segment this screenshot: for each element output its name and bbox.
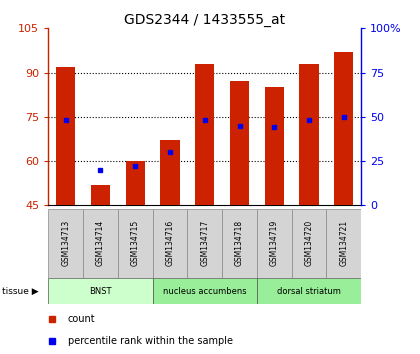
Bar <box>83 209 118 278</box>
Text: GSM134719: GSM134719 <box>270 220 279 267</box>
Text: GSM134717: GSM134717 <box>200 220 209 267</box>
Text: GSM134721: GSM134721 <box>339 220 348 267</box>
Bar <box>291 209 326 278</box>
Bar <box>299 64 319 205</box>
Text: BNST: BNST <box>89 287 112 296</box>
Bar <box>48 278 152 304</box>
Bar <box>257 278 361 304</box>
Bar <box>326 209 361 278</box>
Bar <box>152 278 257 304</box>
Text: nucleus accumbens: nucleus accumbens <box>163 287 247 296</box>
Bar <box>222 209 257 278</box>
Bar <box>257 209 291 278</box>
Bar <box>334 52 353 205</box>
Text: GSM134714: GSM134714 <box>96 220 105 267</box>
Bar <box>118 209 152 278</box>
Text: GSM134716: GSM134716 <box>165 220 174 267</box>
Bar <box>48 209 83 278</box>
Text: GSM134718: GSM134718 <box>235 220 244 267</box>
Bar <box>265 87 284 205</box>
Bar <box>56 67 75 205</box>
Title: GDS2344 / 1433555_at: GDS2344 / 1433555_at <box>124 13 285 27</box>
Text: percentile rank within the sample: percentile rank within the sample <box>68 336 233 346</box>
Bar <box>126 161 145 205</box>
Text: GSM134715: GSM134715 <box>131 220 140 267</box>
Text: dorsal striatum: dorsal striatum <box>277 287 341 296</box>
Bar <box>195 64 214 205</box>
Text: count: count <box>68 314 95 324</box>
Text: GSM134713: GSM134713 <box>61 220 70 267</box>
Bar <box>91 185 110 205</box>
Bar <box>152 209 187 278</box>
Text: GSM134720: GSM134720 <box>304 220 314 267</box>
Text: tissue ▶: tissue ▶ <box>2 287 39 296</box>
Bar <box>187 209 222 278</box>
Bar <box>230 81 249 205</box>
Bar <box>160 141 179 205</box>
